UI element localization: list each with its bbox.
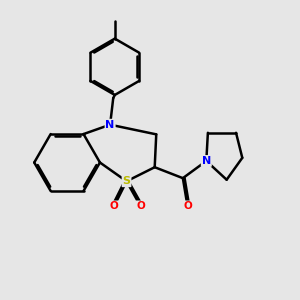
Text: O: O <box>136 201 145 211</box>
Text: N: N <box>202 156 211 166</box>
Text: O: O <box>183 201 192 211</box>
Text: N: N <box>106 120 115 130</box>
Text: S: S <box>122 176 130 186</box>
Text: O: O <box>110 201 118 211</box>
